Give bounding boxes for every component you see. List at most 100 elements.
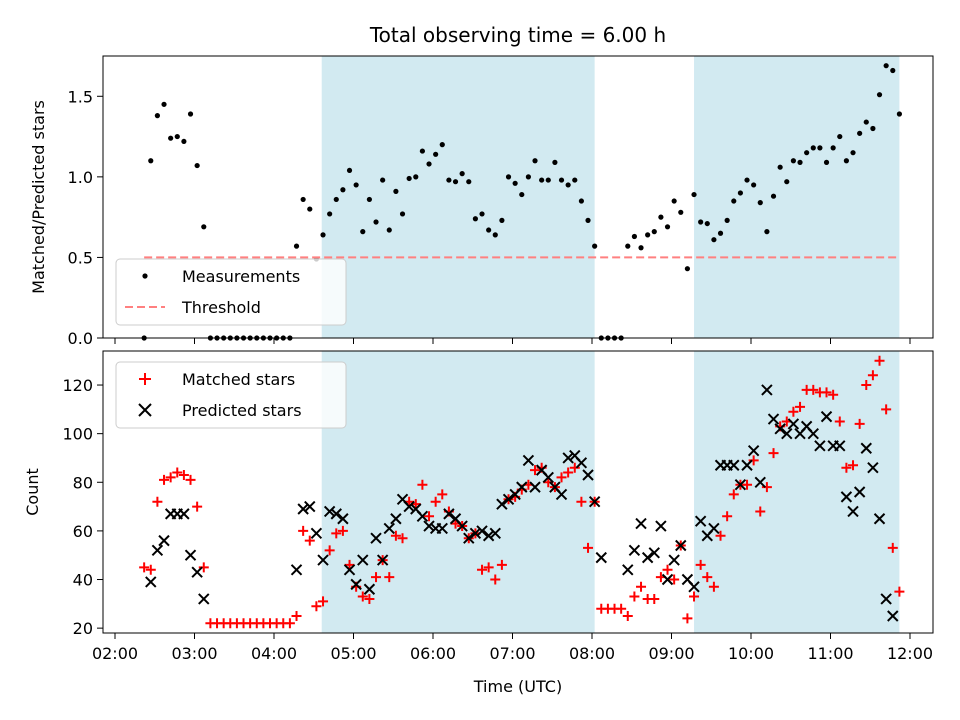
y-tick-label: 60 — [73, 522, 93, 541]
measurement-point — [585, 217, 591, 223]
measurement-point — [790, 158, 797, 164]
measurement-point — [757, 200, 763, 206]
predicted-point — [840, 491, 853, 503]
x-tick-label: 08:00 — [569, 644, 615, 663]
measurement-point — [486, 227, 492, 233]
matched-point — [430, 496, 441, 507]
matched-point — [861, 380, 872, 391]
matched-point — [344, 559, 355, 570]
measurement-point — [863, 119, 869, 125]
matched-point — [821, 387, 832, 398]
measurement-point — [737, 190, 744, 196]
matched-point — [689, 591, 700, 602]
matched-point — [185, 474, 196, 485]
matched-point — [636, 581, 647, 592]
measurement-point — [360, 229, 366, 235]
shaded-span — [694, 351, 900, 633]
matched-point — [390, 530, 401, 541]
predicted-point — [436, 522, 448, 535]
measurement-point — [823, 159, 830, 165]
predicted-point — [873, 513, 886, 525]
predicted-point — [867, 461, 879, 474]
shaded-span — [321, 351, 595, 633]
matched-point — [834, 416, 845, 427]
predicted-point — [304, 500, 316, 513]
measurement-point — [187, 111, 194, 117]
matched-point — [841, 462, 852, 473]
matched-point — [874, 355, 885, 366]
predicted-point — [350, 578, 362, 591]
matched-point — [417, 479, 428, 490]
predicted-point — [622, 564, 634, 576]
predicted-point — [145, 576, 157, 588]
matched-point — [702, 572, 713, 583]
matched-point — [894, 586, 905, 597]
measurement-point — [300, 196, 306, 203]
matched-point — [755, 506, 766, 517]
predicted-point — [708, 522, 720, 535]
measurement-point — [625, 243, 631, 249]
predicted-point — [516, 481, 528, 493]
matched-point — [748, 455, 759, 466]
measurement-point — [346, 167, 353, 174]
matched-point — [616, 603, 627, 614]
predicted-point — [668, 554, 680, 566]
y-axis-label: Count — [23, 468, 42, 516]
measurement-point — [194, 162, 200, 169]
predicted-point — [734, 478, 747, 491]
predicted-point — [655, 520, 667, 532]
measurement-point — [154, 113, 160, 119]
predicted-point — [887, 610, 899, 622]
measurement-point — [817, 145, 823, 151]
predicted-point — [443, 508, 455, 520]
measurement-point — [426, 161, 432, 167]
y-tick-label: 80 — [73, 473, 93, 492]
predicted-point — [403, 500, 415, 513]
predicted-point — [741, 459, 753, 471]
predicted-point — [158, 534, 170, 547]
matched-point — [788, 406, 799, 417]
x-tick-label: 02:00 — [92, 644, 138, 663]
predicted-point — [847, 505, 859, 518]
matched-point — [768, 448, 779, 459]
measurement-point — [678, 209, 684, 215]
matched-point — [662, 564, 673, 575]
predicted-point — [469, 527, 482, 540]
matched-point — [139, 562, 150, 573]
matched-point — [152, 496, 163, 507]
measurement-point — [380, 177, 386, 183]
measurement-point — [499, 217, 505, 223]
y-tick-label: 1.0 — [68, 168, 93, 187]
predicted-point — [184, 549, 197, 561]
bottom-panel: 20 40 60 80 100 120 02:00 03:00 04:00 05:00 06:00 0… — [23, 350, 934, 696]
matched-point — [298, 525, 309, 536]
measurement-point — [744, 177, 750, 183]
matched-point — [311, 601, 322, 612]
measurement-point — [724, 217, 730, 223]
predicted-point — [641, 551, 654, 564]
matched-point — [629, 591, 640, 602]
legend-label: Threshold — [181, 298, 261, 317]
x-tick-label: 11:00 — [807, 644, 853, 663]
matched-point — [576, 496, 587, 507]
measurement-point — [698, 219, 704, 225]
predicted-point — [761, 384, 773, 396]
x-tick-label: 09:00 — [648, 644, 694, 663]
measurement-point — [896, 111, 903, 117]
measurement-point — [770, 193, 777, 199]
predicted-point — [728, 459, 740, 471]
legend-label: Matched stars — [182, 370, 295, 389]
matched-point — [364, 593, 375, 604]
measurement-point — [459, 171, 465, 177]
x-tick-label: 12:00 — [887, 644, 933, 663]
measurement-point — [393, 188, 399, 194]
predicted-point — [529, 481, 541, 493]
y-tick-label: 40 — [73, 571, 93, 590]
measurement-point — [201, 224, 207, 230]
matched-point — [854, 418, 865, 429]
predicted-point — [555, 488, 568, 501]
matched-point — [198, 562, 209, 573]
chart-title: Total observing time = 6.00 h — [369, 23, 666, 47]
matched-point — [371, 572, 382, 583]
predicted-point — [880, 593, 892, 605]
